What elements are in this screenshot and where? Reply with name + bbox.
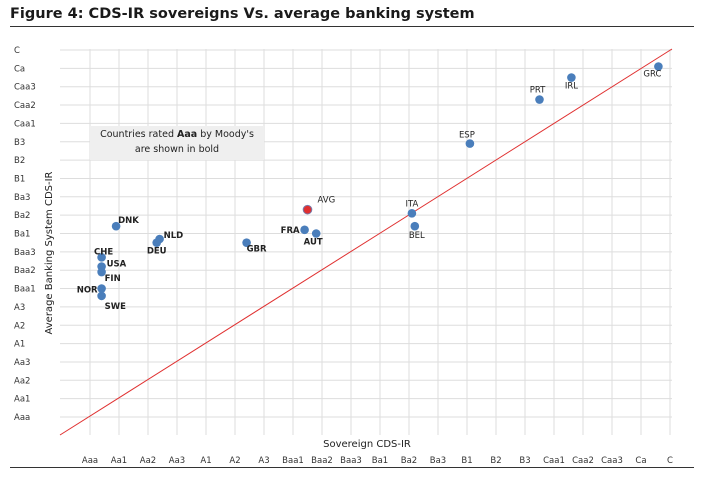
data-point-ita [407,209,417,218]
point-label-usa: USA [107,260,127,270]
y-tick-label: Ba1 [14,230,30,240]
x-tick-label: A1 [200,456,211,466]
point-label-ita: ITA [405,199,418,209]
x-tick-label: Ca [635,456,646,466]
x-tick-label: Ba2 [401,456,417,466]
y-tick-label: B1 [14,174,25,184]
data-point-dnk [111,221,121,231]
data-point-fra [300,225,309,235]
x-tick-label: Baa2 [311,456,333,466]
y-tick-label: Caa3 [14,83,36,93]
data-point-fin [97,267,106,277]
x-tick-label: Caa3 [601,456,623,466]
y-tick-label: A1 [14,340,25,350]
y-tick-label: Aa1 [14,395,30,405]
x-tick-label: C [667,456,673,466]
data-point-swe [97,291,106,301]
x-tick-label: Aa2 [140,456,156,466]
data-point-bel [410,221,420,231]
point-label-bel: BEL [409,231,425,241]
y-tick-labels: Aaa Aa1 Aa2 Aa3 A1 A2 A3 Baa1 Baa2 Baa3 Ba1 Ba2 Ba3 B… [14,46,36,423]
note-suffix: by Moody's [197,129,254,140]
x-tick-label: B1 [461,456,472,466]
point-label-grc: GRC [643,70,661,80]
y-tick-label: C [14,46,20,56]
point-label-dnk: DNK [118,216,139,226]
x-tick-label: Caa2 [572,456,594,466]
point-label-nor: NOR [77,286,98,296]
vertical-gridlines [89,49,671,435]
point-label-fin: FIN [105,274,121,284]
x-tick-label: B2 [490,456,501,466]
data-point-irl [567,73,576,82]
point-label-fra: FRA [281,226,300,236]
y-tick-label: Aa2 [14,376,30,386]
y-tick-label: Baa3 [14,248,36,258]
data-point-grc [654,62,663,71]
x-tick-label: Ba1 [372,456,388,466]
point-label-gbr: GBR [247,245,267,255]
data-point-aut [311,229,321,238]
y-tick-label: Aaa [14,413,30,423]
y-tick-label: Baa2 [14,266,36,276]
y-tick-label: Ba3 [14,193,30,203]
y-tick-label: B2 [14,156,25,166]
y-tick-label: A2 [14,321,25,331]
note-prefix: Countries rated [100,129,177,140]
figure-title: Figure 4: CDS-IR sovereigns Vs. average … [10,6,475,22]
x-tick-label: Baa3 [340,456,362,466]
point-label-swe: SWE [105,302,126,312]
data-point-che [97,253,106,262]
y-tick-label: B3 [14,138,25,148]
note-bold: Aaa [177,129,198,140]
y-tick-label: Ca [14,64,25,74]
point-label-prt: PRT [530,86,546,96]
y-tick-label: A3 [14,303,25,313]
x-tick-label: Baa1 [282,456,304,466]
point-label-deu: DEU [147,247,167,257]
point-label-aut: AUT [304,238,323,248]
data-point-avg [302,204,313,215]
point-label-avg: AVG [318,196,336,206]
title-divider [10,26,694,27]
y-tick-label: Caa2 [14,101,36,111]
x-tick-label: Ba3 [430,456,446,466]
x-tick-label: Aa1 [111,456,127,466]
x-tick-label: B3 [519,456,530,466]
y-tick-label: Caa1 [14,119,36,129]
bottom-divider [10,467,694,468]
y-tick-label: Baa1 [14,285,36,295]
x-tick-label: A3 [258,456,269,466]
x-tick-labels: Aaa Aa1 Aa2 Aa3 A1 A2 A3 Baa1 Baa2 Baa3 Ba1 Ba2 Ba3 B… [82,456,673,466]
diagonal-line [59,48,673,436]
y-tick-label: Aa3 [14,358,30,368]
x-tick-label: Caa1 [543,456,565,466]
y-axis-label: Average Banking System CDS-IR [44,171,55,334]
data-point-prt [535,95,544,104]
point-label-nld: NLD [164,231,184,241]
point-label-irl: IRL [565,82,578,92]
data-point-gbr [242,238,251,247]
data-points: GRC IRL PRT ESP ITA BEL AVG FRA AUT GBR NLD DEU DNK C… [77,62,663,312]
x-tick-label: Aa3 [169,456,185,466]
y-tick-label: Ba2 [14,211,30,221]
data-point-deu [152,238,161,247]
x-tick-label: Aaa [82,456,98,466]
horizontal-gridlines [60,49,672,418]
note-line2: are shown in bold [134,144,220,155]
data-point-esp [465,139,475,148]
point-label-che: CHE [94,247,113,257]
x-tick-label: A2 [229,456,240,466]
point-label-esp: ESP [459,131,475,141]
x-axis-label: Sovereign CDS-IR [323,439,411,450]
data-point-nor [97,284,106,293]
annotation-box: Countries rated Aaa by Moody's are shown… [90,126,264,160]
